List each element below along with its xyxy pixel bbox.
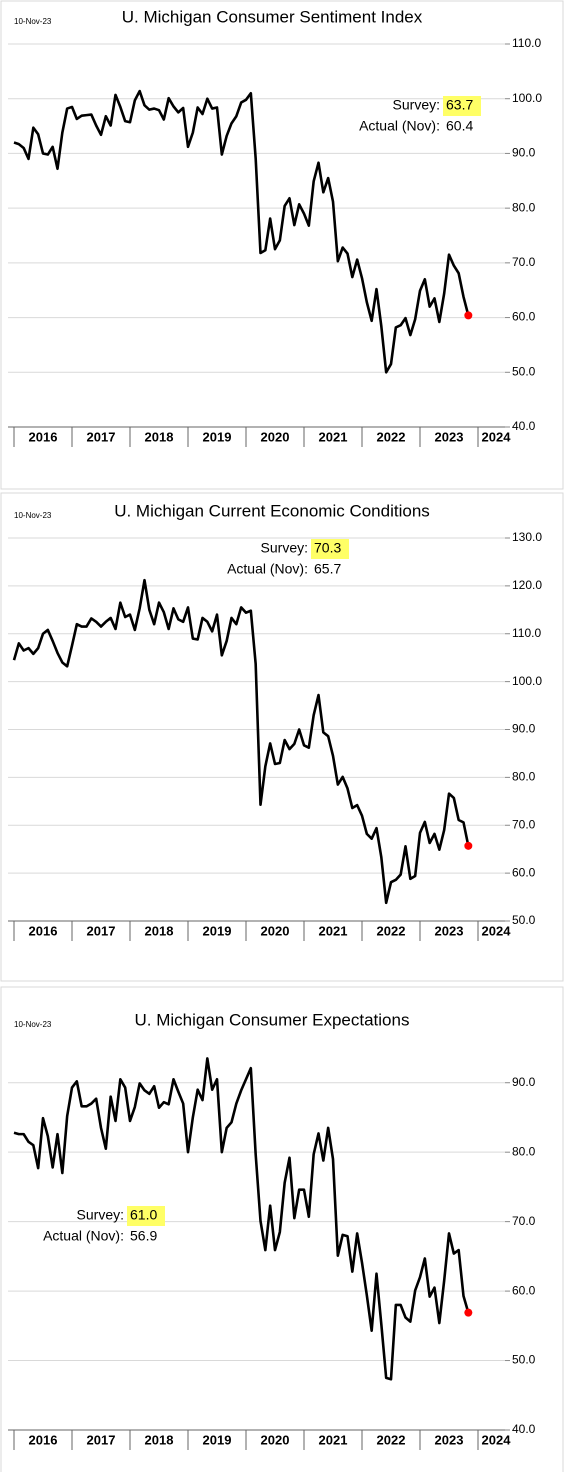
- y-tick-label: 60.0: [512, 865, 536, 879]
- chart-title: U. Michigan Current Economic Conditions: [114, 501, 430, 520]
- actual-label: Actual (Nov):: [43, 1228, 124, 1244]
- y-tick-label: 60.0: [512, 310, 536, 324]
- x-tick-label: 2023: [435, 429, 464, 444]
- x-tick-label: 2018: [145, 923, 174, 938]
- x-tick-label: 2024: [482, 1432, 512, 1447]
- x-tick-label: 2016: [29, 429, 58, 444]
- x-tick-label: 2021: [319, 923, 348, 938]
- data-line: [12, 578, 470, 905]
- y-tick-label: 80.0: [512, 200, 536, 214]
- y-tick-label: 70.0: [512, 817, 536, 831]
- survey-label: Survey:: [77, 1207, 124, 1223]
- chart-title: U. Michigan Consumer Expectations: [135, 1010, 410, 1029]
- end-marker: [464, 311, 473, 320]
- survey-label: Survey:: [393, 97, 440, 113]
- y-tick-label: 60.0: [512, 1283, 536, 1297]
- date-label: 10-Nov-23: [14, 1020, 52, 1029]
- x-tick-label: 2018: [145, 429, 174, 444]
- survey-value: 70.3: [314, 540, 341, 556]
- end-marker: [464, 841, 473, 850]
- x-tick-label: 2019: [203, 1432, 232, 1447]
- y-tick-label: 110.0: [512, 36, 541, 50]
- x-tick-label: 2023: [435, 1432, 464, 1447]
- x-tick-label: 2018: [145, 1432, 174, 1447]
- survey-value: 61.0: [130, 1207, 157, 1223]
- y-tick-label: 100.0: [512, 91, 542, 105]
- survey-highlight: [127, 1206, 165, 1226]
- x-tick-label: 2019: [203, 429, 232, 444]
- y-tick-label: 100.0: [512, 674, 542, 688]
- actual-value: 60.4: [446, 118, 473, 134]
- y-tick-label: 90.0: [512, 722, 536, 736]
- y-tick-label: 50.0: [512, 1353, 536, 1367]
- y-tick-label: 70.0: [512, 1214, 536, 1228]
- actual-label: Actual (Nov):: [359, 118, 440, 134]
- y-tick-label: 50.0: [512, 364, 536, 378]
- y-tick-label: 50.0: [512, 913, 536, 927]
- x-tick-label: 2021: [319, 429, 348, 444]
- y-tick-label: 40.0: [512, 419, 536, 433]
- x-tick-label: 2023: [435, 923, 464, 938]
- x-tick-label: 2022: [377, 429, 406, 444]
- chart-title: U. Michigan Consumer Sentiment Index: [122, 7, 423, 26]
- x-tick-label: 2021: [319, 1432, 348, 1447]
- y-tick-label: 120.0: [512, 578, 542, 592]
- x-tick-label: 2016: [29, 1432, 58, 1447]
- y-tick-label: 80.0: [512, 1144, 536, 1158]
- data-line: [13, 1057, 470, 1381]
- actual-value: 65.7: [314, 561, 341, 577]
- x-tick-label: 2020: [261, 429, 290, 444]
- data-line: [13, 89, 470, 374]
- x-tick-label: 2024: [482, 923, 512, 938]
- y-tick-label: 80.0: [512, 770, 536, 784]
- panel-border: [0, 492, 564, 982]
- survey-highlight: [311, 539, 349, 559]
- y-tick-label: 70.0: [512, 255, 536, 269]
- end-marker: [464, 1308, 473, 1317]
- actual-value: 56.9: [130, 1228, 157, 1244]
- y-tick-label: 40.0: [512, 1422, 536, 1436]
- survey-value: 63.7: [446, 97, 473, 113]
- x-tick-label: 2022: [377, 1432, 406, 1447]
- y-tick-label: 110.0: [512, 626, 541, 640]
- x-tick-label: 2017: [87, 923, 116, 938]
- survey-label: Survey:: [261, 540, 308, 556]
- panel-border: [0, 986, 564, 1472]
- actual-label: Actual (Nov):: [227, 561, 308, 577]
- survey-highlight: [443, 96, 481, 116]
- x-tick-label: 2017: [87, 1432, 116, 1447]
- date-label: 10-Nov-23: [14, 17, 52, 26]
- date-label: 10-Nov-23: [14, 511, 52, 520]
- y-tick-label: 130.0: [512, 530, 542, 544]
- panel-border: [0, 0, 564, 490]
- x-tick-label: 2022: [377, 923, 406, 938]
- x-tick-label: 2017: [87, 429, 116, 444]
- x-tick-label: 2024: [482, 429, 512, 444]
- x-tick-label: 2016: [29, 923, 58, 938]
- x-tick-label: 2020: [261, 1432, 290, 1447]
- x-tick-label: 2020: [261, 923, 290, 938]
- x-tick-label: 2019: [203, 923, 232, 938]
- y-tick-label: 90.0: [512, 146, 536, 160]
- y-tick-label: 90.0: [512, 1075, 536, 1089]
